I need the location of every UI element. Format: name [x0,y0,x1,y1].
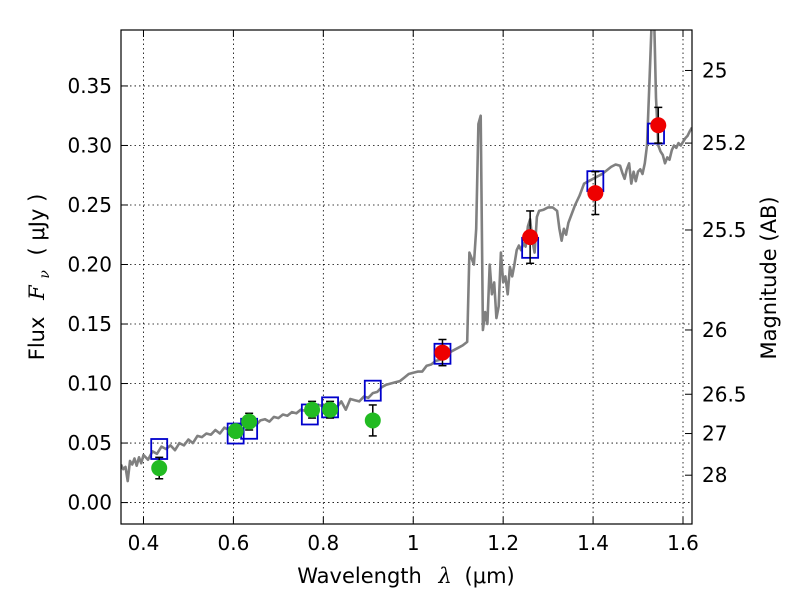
photometry-point [227,423,244,440]
y-axis-title-unit: ( μJy ) [25,194,49,256]
axes: 0.4 0.6 0.8 1 1.2 1.4 1.6 0.00 0.05 0.10 0.15 0.20 0… [67,30,747,555]
photometry-point [587,185,604,202]
photometry-point [522,229,539,246]
y-tick-label: 0.20 [67,253,112,277]
x-axis-title: Wavelength λ (μm) [297,564,514,588]
mag-tick-label: 27 [702,422,727,446]
mag-tick-label: 26.5 [702,382,747,406]
mag-tick-label: 25 [702,58,727,82]
grid [121,30,692,524]
photometry-point [304,401,321,418]
mag-tick-label: 25.5 [702,218,747,242]
y-tick-label: 0.35 [67,74,112,98]
x-tick-label: 0.4 [128,531,160,555]
y-axis-title: Flux F ν ( μJy ) [25,194,54,361]
y-tick-label: 0.25 [67,193,112,217]
x-axis-title-text: Wavelength [297,564,422,588]
y-tick-label: 0.15 [67,312,112,336]
x-tick-label: 1.4 [577,531,609,555]
photometry-point [151,460,168,477]
model-flux-box [363,379,382,402]
y-axis-title-subscript: ν [37,270,53,279]
y-tick-label: 0.10 [67,372,112,396]
mag-tick-label: 28 [702,463,727,487]
sed-model-line [121,30,692,483]
plot-background [121,30,692,524]
y-tick-label: 0.00 [67,491,112,515]
y2-axis-title: Magnitude (AB) [757,196,781,359]
photometry-point [241,413,258,430]
x-axis-title-symbol: λ [438,564,452,588]
plot-frame [120,29,693,525]
x-tick-label: 1 [407,531,420,555]
x-axis-title-unit: (μm) [465,564,515,588]
x-tick-label: 1.6 [667,531,699,555]
y-tick-label: 0.30 [67,133,112,157]
mag-tick-label: 25.2 [702,131,747,155]
photometry-point [650,117,667,134]
y-axis-title-text: Flux [25,317,49,361]
photometry-point [364,412,381,429]
photometry-point [434,344,451,361]
y-tick-label: 0.05 [67,431,112,455]
data-layer [121,30,692,483]
x-tick-label: 0.6 [217,531,249,555]
y-axis-title-symbol: F [25,284,49,301]
x-tick-label: 0.8 [307,531,339,555]
mag-tick-label: 26 [702,318,727,342]
photometry-point [322,401,339,418]
x-tick-label: 1.2 [487,531,519,555]
